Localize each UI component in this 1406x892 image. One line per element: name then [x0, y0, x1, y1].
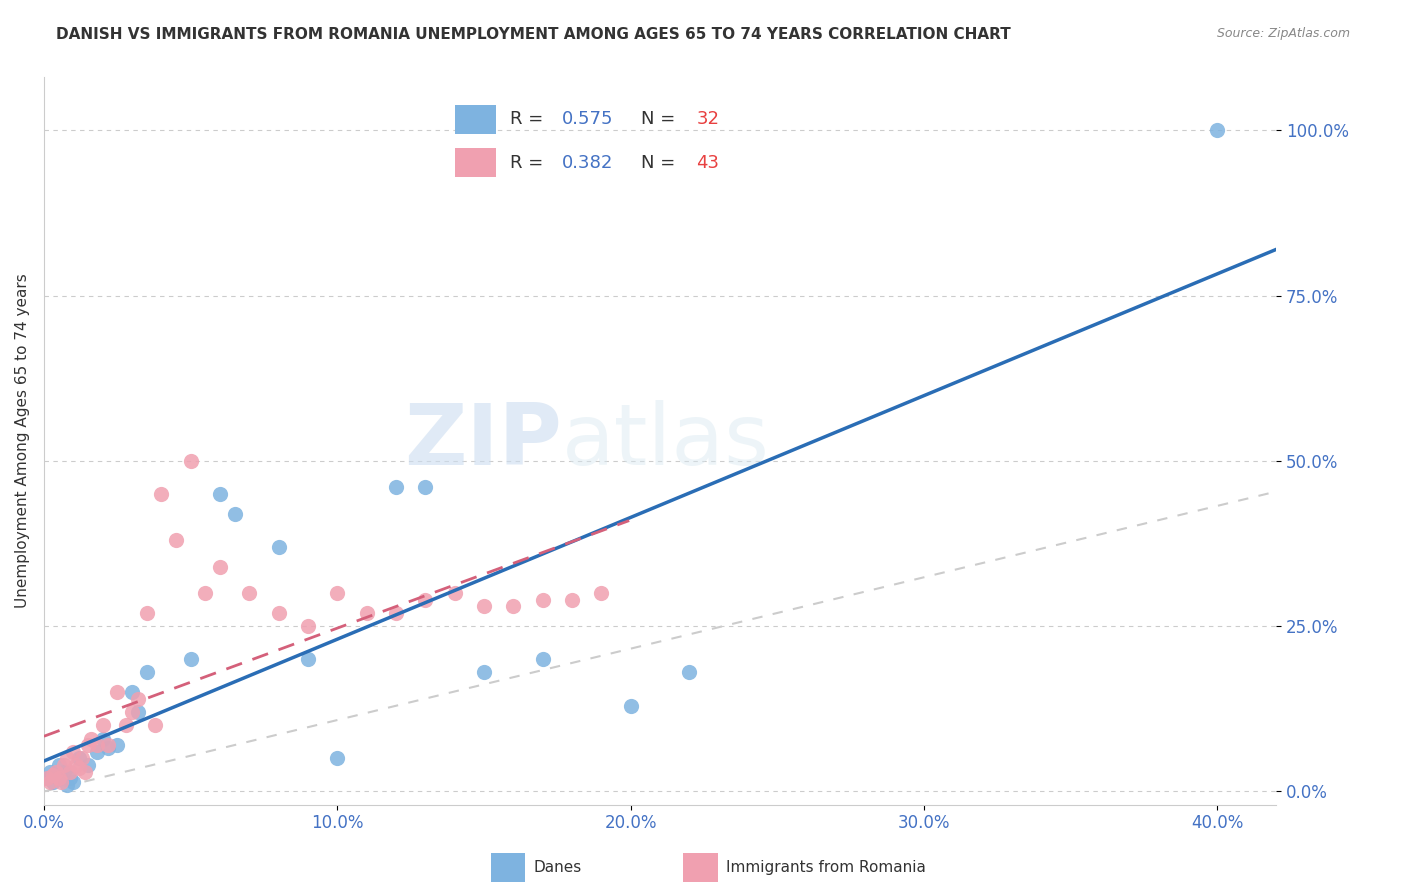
Point: [267, 606, 290, 620]
Point: [297, 652, 319, 666]
Point: [86, 745, 108, 759]
Point: [150, 487, 173, 501]
Point: [208, 487, 231, 501]
Bar: [683, 854, 718, 881]
Point: [443, 586, 465, 600]
Text: Danes: Danes: [533, 860, 582, 875]
Point: [97, 738, 120, 752]
Text: ZIP: ZIP: [404, 400, 561, 483]
Point: [35, 771, 58, 785]
Point: [385, 480, 408, 494]
Point: [472, 599, 495, 614]
Point: [56, 778, 79, 792]
Point: [97, 741, 120, 756]
Point: [385, 606, 408, 620]
Point: [1206, 123, 1229, 137]
Point: [48, 758, 70, 772]
Point: [73, 764, 96, 779]
Point: [53, 758, 76, 772]
Point: [413, 480, 436, 494]
Point: [59, 771, 82, 785]
Point: [121, 705, 143, 719]
Point: [145, 718, 167, 732]
Point: [297, 619, 319, 633]
Point: [62, 774, 84, 789]
Point: [224, 507, 246, 521]
Point: [45, 764, 67, 779]
Point: [180, 454, 202, 468]
Point: [70, 751, 93, 765]
Point: [105, 738, 128, 752]
Point: [67, 761, 90, 775]
Point: [413, 592, 436, 607]
Point: [620, 698, 643, 713]
Point: [165, 533, 187, 548]
Y-axis label: Unemployment Among Ages 65 to 74 years: Unemployment Among Ages 65 to 74 years: [15, 274, 30, 608]
Point: [41, 774, 63, 789]
Point: [531, 652, 554, 666]
Point: [56, 751, 79, 765]
Point: [91, 731, 114, 746]
Point: [41, 768, 63, 782]
Point: [67, 751, 90, 765]
Point: [59, 764, 82, 779]
Point: [48, 771, 70, 785]
Point: [678, 665, 700, 680]
Point: [77, 738, 100, 752]
Text: Source: ZipAtlas.com: Source: ZipAtlas.com: [1216, 27, 1350, 40]
Point: [326, 586, 349, 600]
Point: [135, 665, 157, 680]
Bar: [491, 854, 526, 881]
Point: [53, 764, 76, 779]
Text: atlas: atlas: [561, 400, 769, 483]
Point: [531, 592, 554, 607]
Point: [38, 774, 60, 789]
Text: DANISH VS IMMIGRANTS FROM ROMANIA UNEMPLOYMENT AMONG AGES 65 TO 74 YEARS CORRELA: DANISH VS IMMIGRANTS FROM ROMANIA UNEMPL…: [56, 27, 1011, 42]
Point: [121, 685, 143, 699]
Point: [91, 718, 114, 732]
Point: [51, 771, 73, 785]
Point: [194, 586, 217, 600]
Point: [591, 586, 613, 600]
Point: [62, 745, 84, 759]
Point: [180, 652, 202, 666]
Point: [135, 606, 157, 620]
Point: [51, 774, 73, 789]
Point: [38, 764, 60, 779]
Point: [86, 738, 108, 752]
Point: [35, 771, 58, 785]
Point: [267, 540, 290, 554]
Point: [356, 606, 378, 620]
Point: [238, 586, 260, 600]
Point: [127, 692, 149, 706]
Point: [80, 731, 103, 746]
Point: [115, 718, 138, 732]
Point: [208, 559, 231, 574]
Point: [77, 758, 100, 772]
Point: [127, 705, 149, 719]
Point: [561, 592, 583, 607]
Point: [326, 751, 349, 765]
Point: [472, 665, 495, 680]
Text: Immigrants from Romania: Immigrants from Romania: [725, 860, 925, 875]
Point: [105, 685, 128, 699]
Point: [45, 768, 67, 782]
Point: [65, 758, 87, 772]
Point: [502, 599, 524, 614]
